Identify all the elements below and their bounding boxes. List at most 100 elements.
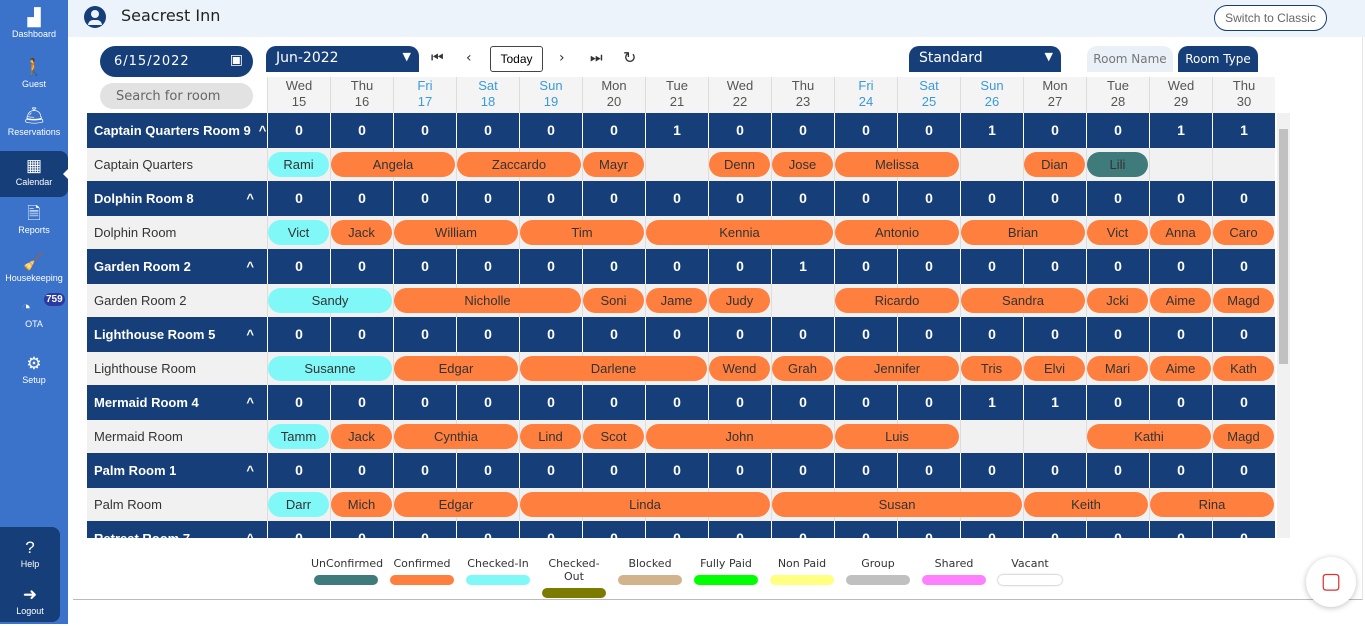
day-cell[interactable] xyxy=(1149,488,1212,521)
day-cell[interactable] xyxy=(645,420,708,453)
day-cell[interactable] xyxy=(834,352,897,385)
day-cell[interactable] xyxy=(771,352,834,385)
booking-confirmed[interactable]: Linda xyxy=(520,492,770,517)
chat-icon[interactable]: ▢ xyxy=(1306,557,1356,607)
collapse-icon[interactable]: ^ xyxy=(258,123,267,138)
day-cell[interactable] xyxy=(519,216,582,249)
booking-confirmed[interactable]: Jack xyxy=(331,424,392,449)
day-cell[interactable] xyxy=(834,284,897,317)
booking-confirmed[interactable]: Rina xyxy=(1150,492,1274,517)
day-cell[interactable] xyxy=(708,352,771,385)
booking-confirmed[interactable]: Elvi xyxy=(1024,356,1085,381)
day-cell[interactable] xyxy=(267,284,330,317)
booking-confirmed[interactable]: Denn xyxy=(709,152,770,177)
day-cell[interactable] xyxy=(330,216,393,249)
sidebar-item-setup[interactable]: ⚙ Setup xyxy=(0,349,68,395)
day-cell[interactable] xyxy=(267,148,330,181)
next-icon[interactable]: › xyxy=(559,50,565,66)
search-room-input[interactable] xyxy=(100,83,253,109)
sidebar-item-housekeeping[interactable]: 🧹 Housekeeping xyxy=(0,247,68,293)
day-cell[interactable] xyxy=(1212,352,1275,385)
booking-confirmed[interactable]: Aime xyxy=(1150,288,1211,313)
room-group-row[interactable]: Captain Quarters Room 9 ^ 0 0 0 0 0 0 1 0 0 0 0 1 0 0 1 1 xyxy=(87,113,1275,148)
day-cell[interactable] xyxy=(708,148,771,181)
day-cell[interactable] xyxy=(582,148,645,181)
booking-confirmed[interactable]: Nicholle xyxy=(394,288,581,313)
last-page-icon[interactable]: ⏭ xyxy=(590,50,603,66)
booking-confirmed[interactable]: Jcki xyxy=(1087,288,1148,313)
booking-confirmed[interactable]: Dian xyxy=(1024,152,1085,177)
booking-checkedin[interactable]: Darr xyxy=(268,492,329,517)
day-cell[interactable] xyxy=(267,420,330,453)
day-cell[interactable] xyxy=(834,420,897,453)
day-cell[interactable] xyxy=(393,488,456,521)
day-cell[interactable] xyxy=(1023,148,1086,181)
booking-checkedin[interactable]: Susanne xyxy=(268,356,392,381)
booking-confirmed[interactable]: Wend xyxy=(709,356,770,381)
booking-confirmed[interactable]: William xyxy=(394,220,518,245)
booking-confirmed[interactable]: Kennia xyxy=(646,220,833,245)
booking-confirmed[interactable]: Grah xyxy=(772,356,833,381)
tab-room-name[interactable]: Room Name xyxy=(1087,46,1173,72)
booking-confirmed[interactable]: Jack xyxy=(331,220,392,245)
day-cell[interactable] xyxy=(960,148,1023,181)
vertical-scrollbar[interactable] xyxy=(1277,113,1290,538)
booking-confirmed[interactable]: John xyxy=(646,424,833,449)
sidebar-item-reservations[interactable]: 🛎 Reservations xyxy=(0,101,68,147)
booking-confirmed[interactable]: Soni xyxy=(583,288,644,313)
day-cell[interactable] xyxy=(393,420,456,453)
day-cell[interactable] xyxy=(582,420,645,453)
booking-confirmed[interactable]: Magd xyxy=(1213,424,1274,449)
day-cell[interactable] xyxy=(330,420,393,453)
day-cell[interactable] xyxy=(1149,216,1212,249)
day-cell[interactable] xyxy=(1023,420,1086,453)
day-cell[interactable] xyxy=(1023,488,1086,521)
booking-checkedin[interactable]: Rami xyxy=(268,152,329,177)
day-cell[interactable] xyxy=(393,284,456,317)
booking-confirmed[interactable]: Sandra xyxy=(961,288,1085,313)
sidebar-item-help[interactable]: ? Help xyxy=(0,533,60,579)
day-cell[interactable] xyxy=(393,216,456,249)
booking-confirmed[interactable]: Brian xyxy=(961,220,1085,245)
day-cell[interactable] xyxy=(645,148,708,181)
day-cell[interactable] xyxy=(1212,148,1275,181)
tab-room-type[interactable]: Room Type xyxy=(1178,46,1258,72)
sidebar-item-dashboard[interactable]: ▟ Dashboard xyxy=(0,3,68,49)
day-cell[interactable] xyxy=(1212,216,1275,249)
day-cell[interactable] xyxy=(1212,284,1275,317)
booking-confirmed[interactable]: Ricardo xyxy=(835,288,959,313)
room-group-row[interactable]: Palm Room 1 ^ 0 0 0 0 0 0 0 0 0 0 0 0 0 0 0 0 xyxy=(87,453,1275,488)
day-cell[interactable] xyxy=(1149,284,1212,317)
sidebar-item-calendar[interactable]: ▦ Calendar xyxy=(0,151,69,197)
room-group-row[interactable]: Mermaid Room 4 ^ 0 0 0 0 0 0 0 0 0 0 0 1 1 0 0 0 xyxy=(87,385,1275,420)
booking-confirmed[interactable]: Judy xyxy=(709,288,770,313)
booking-confirmed[interactable]: Jame xyxy=(646,288,707,313)
day-cell[interactable] xyxy=(582,284,645,317)
day-cell[interactable] xyxy=(519,352,582,385)
booking-checkedin[interactable]: Tamm xyxy=(268,424,329,449)
booking-confirmed[interactable]: Mari xyxy=(1087,356,1148,381)
sidebar-item-logout[interactable]: ➜ Logout xyxy=(0,580,60,626)
booking-confirmed[interactable]: Antonio xyxy=(835,220,959,245)
booking-confirmed[interactable]: Cynthia xyxy=(394,424,518,449)
day-cell[interactable] xyxy=(960,420,1023,453)
booking-confirmed[interactable]: Zaccardo xyxy=(457,152,581,177)
booking-confirmed[interactable]: Darlene xyxy=(520,356,707,381)
previous-icon[interactable]: ‹ xyxy=(466,50,472,66)
day-cell[interactable] xyxy=(1149,148,1212,181)
day-cell[interactable] xyxy=(1086,216,1149,249)
booking-confirmed[interactable]: Edgar xyxy=(394,492,518,517)
switch-to-classic-button[interactable]: Switch to Classic xyxy=(1214,5,1327,31)
booking-confirmed[interactable]: Edgar xyxy=(394,356,518,381)
day-cell[interactable] xyxy=(1023,352,1086,385)
booking-confirmed[interactable]: Tris xyxy=(961,356,1022,381)
booking-confirmed[interactable]: Magd xyxy=(1213,288,1274,313)
collapse-icon[interactable]: ^ xyxy=(246,531,264,538)
day-cell[interactable] xyxy=(834,148,897,181)
booking-checkedin[interactable]: Vict xyxy=(268,220,329,245)
booking-confirmed[interactable]: Susan xyxy=(772,492,1022,517)
day-cell[interactable] xyxy=(645,284,708,317)
collapse-icon[interactable]: ^ xyxy=(246,395,254,410)
today-button[interactable]: Today xyxy=(490,46,543,72)
day-cell[interactable] xyxy=(1086,352,1149,385)
